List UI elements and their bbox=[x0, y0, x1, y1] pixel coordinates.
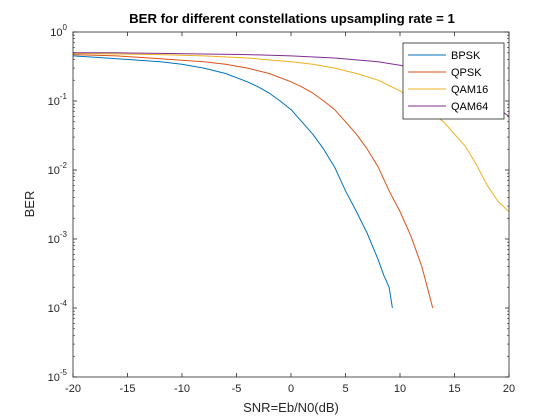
plot-area bbox=[73, 52, 509, 309]
legend-label-qpsk: QPSK bbox=[451, 67, 482, 79]
x-tick-label: 20 bbox=[503, 383, 515, 395]
y-axis-label: BER bbox=[22, 191, 37, 218]
y-tick-label: 10-5 bbox=[48, 368, 68, 384]
x-axis-label: SNR=Eb/N0(dB) bbox=[243, 400, 339, 415]
x-tick-label: 5 bbox=[342, 383, 348, 395]
legend-label-qam16: QAM16 bbox=[451, 84, 488, 96]
legend-label-bpsk: BPSK bbox=[451, 50, 481, 62]
y-tick-label: 100 bbox=[50, 23, 67, 39]
x-tick-label: 0 bbox=[288, 383, 294, 395]
x-tick-label: -15 bbox=[120, 383, 136, 395]
y-tick-label: 10-3 bbox=[48, 230, 68, 246]
series-line-bpsk bbox=[73, 55, 393, 309]
x-tick-label: 15 bbox=[448, 383, 460, 395]
series-line-qpsk bbox=[73, 54, 434, 309]
legend-label-qam64: QAM64 bbox=[451, 101, 488, 113]
y-tick-label: 10-2 bbox=[48, 161, 68, 177]
x-tick-label: 10 bbox=[394, 383, 406, 395]
chart-title: BER for different constellations upsampl… bbox=[129, 11, 455, 26]
series-line-qam16 bbox=[73, 52, 509, 212]
x-tick-label: -10 bbox=[174, 383, 190, 395]
y-tick-label: 10-1 bbox=[48, 92, 68, 108]
axis-ticks: -20 -15 -10 -5 0 5 10 15 20 100 10-1 10-2 10-3 10-4 10… bbox=[48, 23, 516, 395]
legend: BPSK QPSK QAM16 QAM64 bbox=[402, 42, 505, 120]
x-tick-label: -20 bbox=[65, 383, 81, 395]
y-tick-label: 10-4 bbox=[48, 299, 68, 315]
x-tick-label: -5 bbox=[232, 383, 242, 395]
